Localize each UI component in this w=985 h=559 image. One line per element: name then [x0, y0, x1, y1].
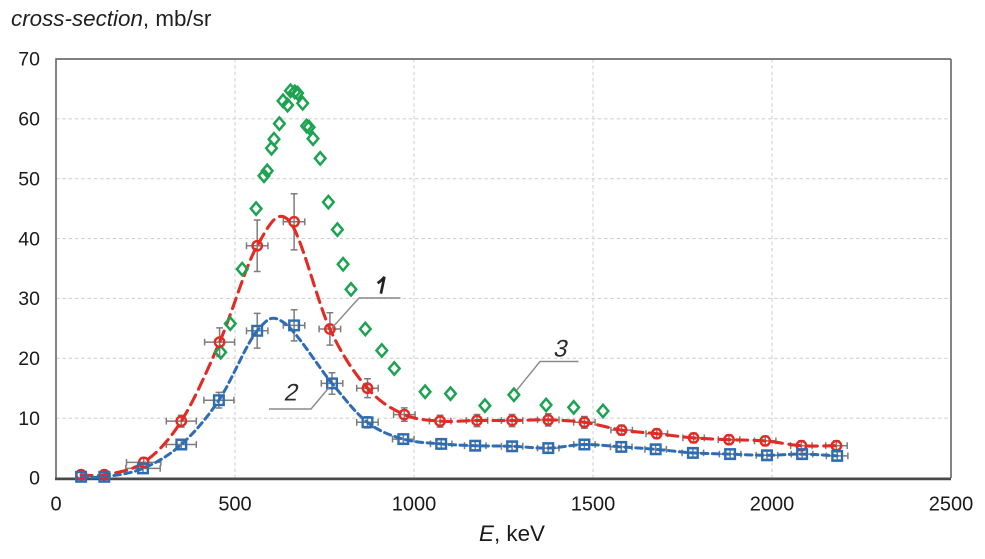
svg-text:2500: 2500	[929, 494, 974, 516]
svg-text:E, keV: E, keV	[479, 521, 545, 546]
svg-text:40: 40	[18, 228, 40, 250]
svg-text:cross-section, mb/sr: cross-section, mb/sr	[11, 6, 212, 31]
svg-text:70: 70	[18, 49, 40, 71]
svg-text:0: 0	[29, 468, 40, 490]
svg-text:10: 10	[18, 408, 40, 430]
svg-text:2: 2	[282, 380, 301, 407]
svg-text:0: 0	[50, 494, 61, 516]
svg-text:1500: 1500	[571, 494, 616, 516]
svg-text:500: 500	[218, 494, 251, 516]
svg-text:1000: 1000	[392, 494, 437, 516]
svg-text:3: 3	[551, 336, 570, 363]
svg-text:2000: 2000	[750, 494, 795, 516]
svg-text:30: 30	[18, 288, 40, 310]
svg-text:50: 50	[18, 168, 40, 190]
svg-text:20: 20	[18, 348, 40, 370]
svg-text:60: 60	[18, 109, 40, 131]
